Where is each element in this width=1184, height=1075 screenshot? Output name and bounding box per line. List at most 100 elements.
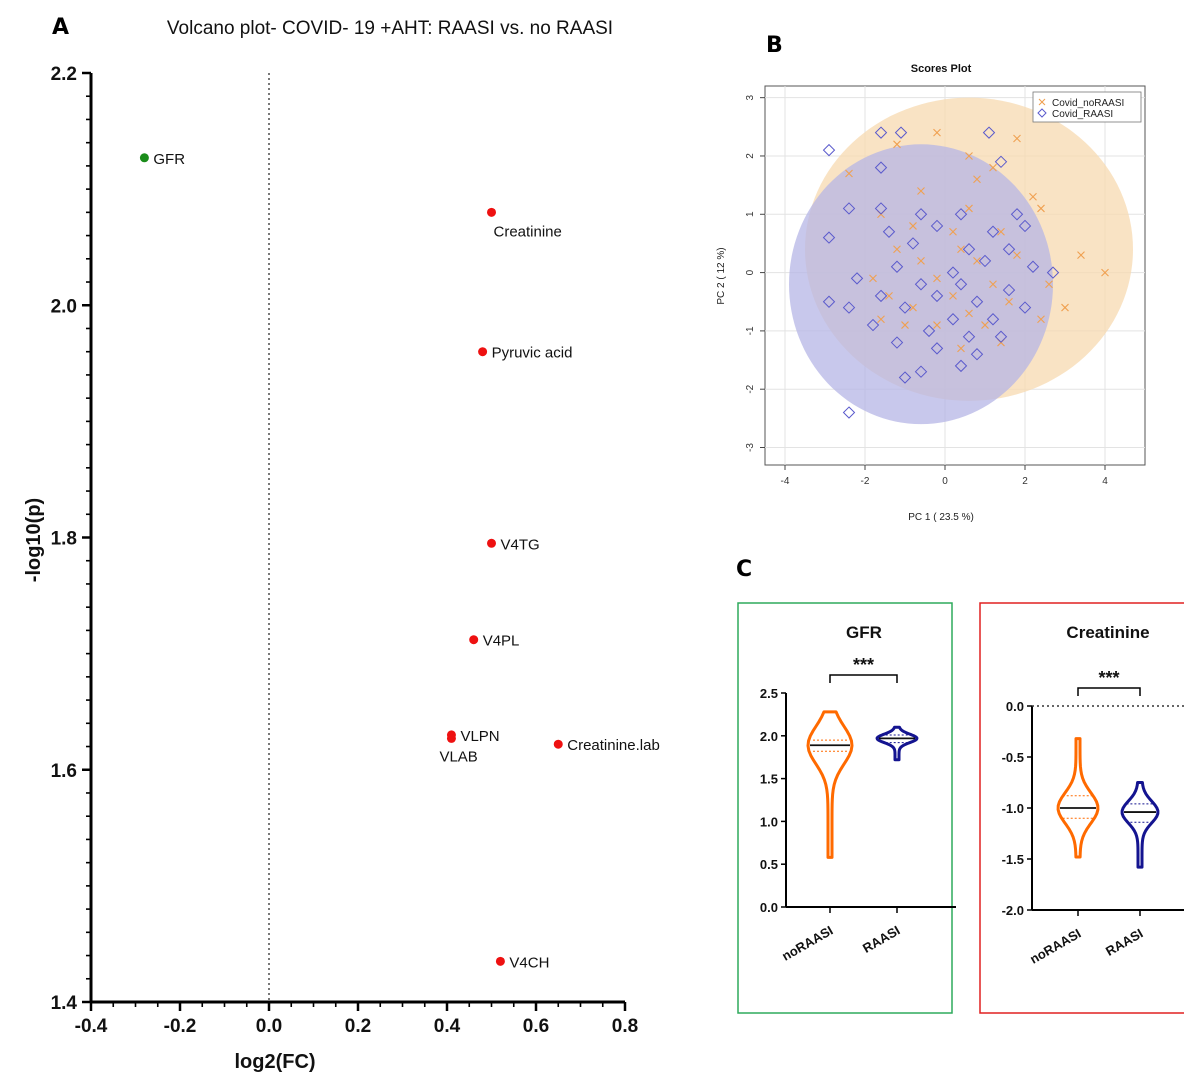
pca-point [914, 278, 928, 291]
volcano-point [487, 538, 496, 548]
volcano-point-label: Pyruvic acid [492, 345, 573, 362]
pca-point [981, 321, 989, 329]
pca-point [957, 344, 965, 353]
violin-creatinine-y-tick-label: 0.0 [1006, 699, 1024, 714]
pca-y-tick-label: -3 [745, 443, 756, 452]
pca-legend-label: Covid_noRAASI [1052, 98, 1124, 109]
pca-point [954, 278, 968, 291]
pca-point [842, 301, 856, 314]
violin-gfr-title: GFR [846, 623, 882, 642]
pca-point-stroke [893, 140, 901, 149]
pca-point [901, 321, 909, 329]
pca-point [930, 342, 944, 355]
pca-point-stroke [933, 128, 941, 137]
violin-creatinine-significance-label: *** [1098, 668, 1119, 688]
volcano-x-tick-label: -0.4 [75, 1016, 108, 1037]
pca-point [898, 301, 912, 314]
pca-point-stroke [1045, 280, 1053, 289]
pca-point [914, 208, 928, 221]
violin-creatinine-y-tick-label: -1.0 [1002, 801, 1024, 816]
violin-creatinine-violin [1056, 737, 1100, 859]
pca-point [989, 163, 997, 172]
pca-point [978, 254, 992, 268]
pca-legend-box [1032, 91, 1142, 123]
pca-point [1010, 208, 1024, 221]
panel-letter-a: A [52, 15, 69, 40]
pca-point [877, 315, 885, 324]
pca-point-stroke [997, 227, 1005, 236]
pca-point [933, 321, 941, 329]
pca-point-stroke [901, 321, 909, 329]
pca-legend-marker [1038, 98, 1046, 106]
pca-point [982, 126, 996, 139]
pca-point-stroke [877, 315, 885, 324]
volcano-point [495, 956, 505, 966]
pca-x-tick-label: -2 [861, 476, 870, 487]
pca-point [842, 406, 856, 419]
pca-point [1077, 251, 1085, 259]
pca-y-tick-label: 0 [745, 269, 756, 275]
volcano-point-label: V4TG [501, 536, 540, 553]
violin-gfr-y-tick-label: 0.0 [760, 900, 778, 915]
violin-gfr-violin [875, 725, 919, 762]
violin-creatinine-y-tick-label: -1.5 [1002, 852, 1024, 867]
pca-scores-plot: Scores Plot PC 1 ( 23.5 %) PC 2 ( 12 %) … [716, 63, 1146, 523]
volcano-point-label: VLPN [460, 728, 499, 745]
volcano-point [487, 207, 496, 217]
pca-point [946, 266, 960, 279]
volcano-x-tick-label: 0.6 [523, 1016, 549, 1037]
pca-point-stroke [1077, 251, 1085, 259]
pca-point [866, 318, 880, 332]
pca-y-tick-label: -1 [745, 326, 756, 335]
pca-point-stroke [965, 152, 973, 160]
pca-point-stroke [869, 274, 877, 283]
pca-point-stroke [909, 222, 917, 230]
volcano-x-tick-label: 0.4 [434, 1016, 461, 1037]
pca-point [898, 371, 912, 384]
pca-point [954, 359, 968, 373]
pca-point [933, 128, 941, 137]
pca-point [893, 140, 901, 149]
pca-point [1013, 251, 1021, 259]
pca-point [965, 152, 973, 160]
pca-point [1046, 266, 1060, 279]
pca-ylabel: PC 2 ( 12 %) [716, 247, 727, 304]
volcano-point [139, 153, 149, 163]
pca-point [1029, 192, 1037, 201]
pca-point-stroke [965, 204, 973, 213]
pca-x-tick-label: 4 [1102, 476, 1108, 487]
violin-gfr-y-tick-label: 1.5 [760, 772, 778, 787]
pca-point [909, 303, 917, 312]
pca-point [1018, 301, 1032, 314]
pca-point [1002, 283, 1016, 297]
pca-point [822, 295, 836, 308]
pca-point [890, 260, 904, 273]
pca-point [930, 219, 944, 233]
pca-confidence-ellipse [789, 144, 1053, 425]
volcano-y-tick-label: 2.0 [51, 296, 77, 317]
pca-legend-label: Covid_RAASI [1052, 109, 1113, 120]
pca-point-stroke [1037, 204, 1045, 213]
pca-point [850, 272, 864, 285]
pca-point [909, 222, 917, 230]
pca-point [970, 348, 984, 361]
violin-gfr-violin [806, 710, 854, 859]
volcano-xlabel: log2(FC) [234, 1051, 315, 1073]
violin-gfr-significance-label: *** [853, 655, 874, 675]
pca-point [894, 126, 908, 139]
pca-point [930, 289, 944, 303]
violin-gfr-y-tick-label: 1.0 [760, 814, 778, 829]
pca-point [874, 202, 888, 215]
pca-point [917, 187, 925, 195]
pca-y-tick-label: 1 [745, 211, 756, 217]
pca-point-stroke [1005, 297, 1013, 306]
pca-point-stroke [933, 274, 941, 283]
pca-xlabel: PC 1 ( 23.5 %) [908, 512, 974, 523]
pca-point [946, 313, 960, 326]
panel-letter-c: C [736, 557, 752, 582]
volcano-x-tick-label: 0.0 [256, 1016, 282, 1037]
pca-point [1061, 303, 1069, 312]
violin-gfr-x-tick-label: noRAASI [779, 923, 835, 964]
